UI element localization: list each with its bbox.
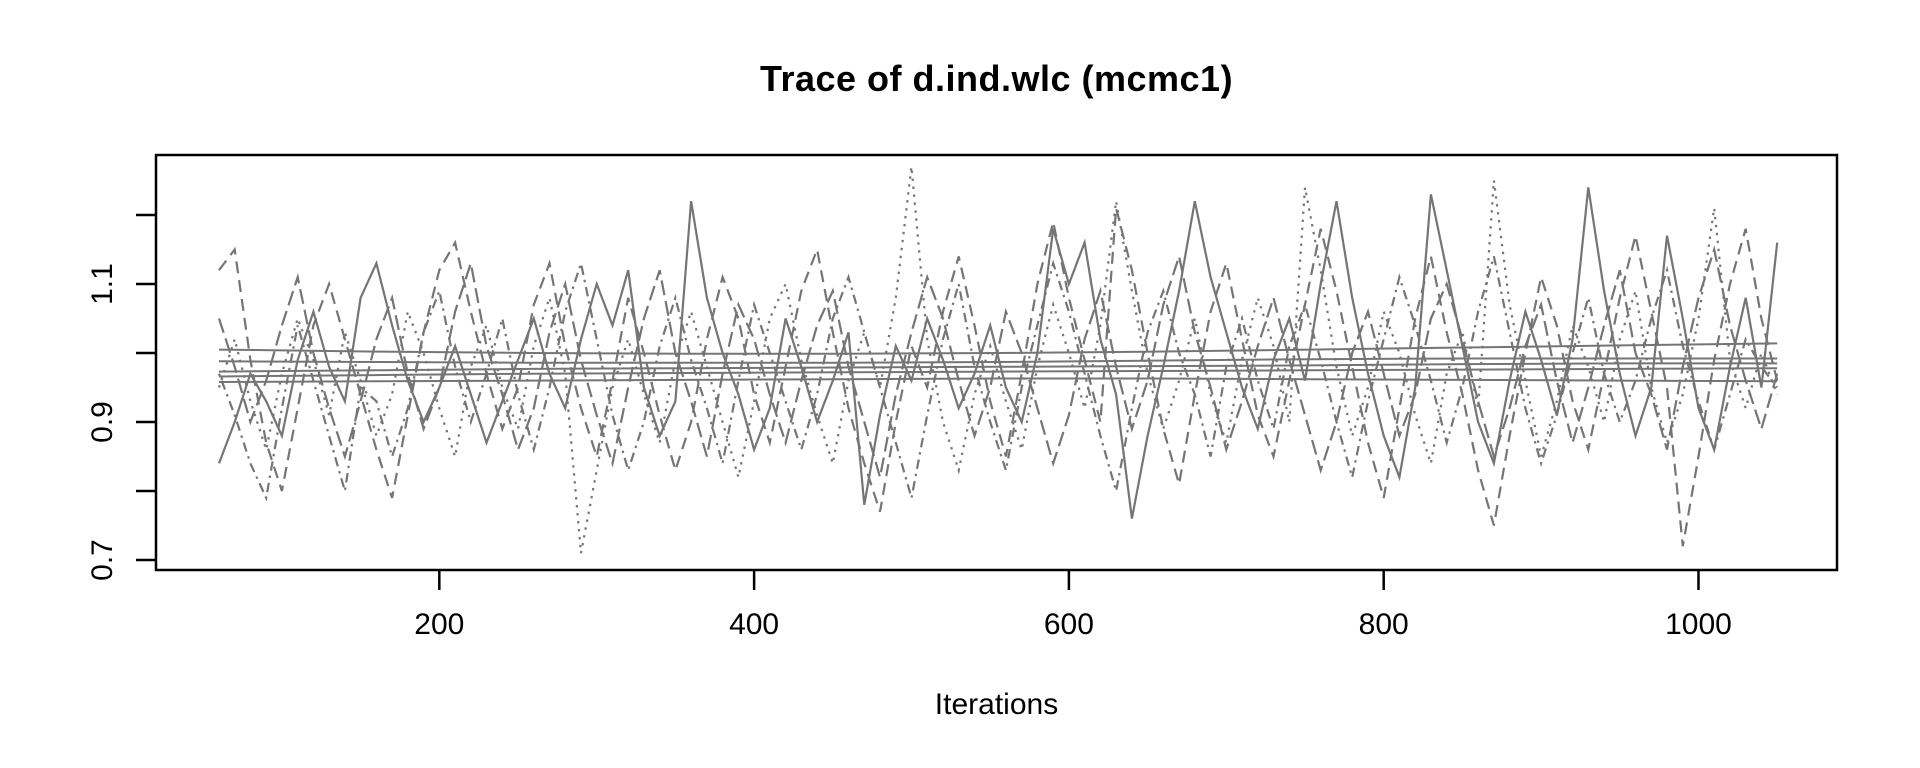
x-tick-label: 200: [414, 608, 464, 641]
smooth-line-smooth4: [218, 367, 1778, 378]
y-tick-label: 0.7: [86, 539, 119, 581]
trace-line-chain5: [217, 245, 1779, 478]
x-tick-label: 600: [1044, 608, 1094, 641]
smooth-line-smooth1: [218, 342, 1778, 355]
trace-line-chain2: [218, 207, 1779, 547]
x-axis-label: Iterations: [934, 688, 1059, 721]
smooth-line-smooth2: [218, 357, 1778, 364]
x-tick-label: 800: [1359, 608, 1409, 641]
x-tick-label: 1000: [1665, 608, 1732, 641]
y-tick-label: 0.9: [86, 401, 119, 443]
x-tick-label: 400: [729, 608, 779, 641]
smooth-line-smooth3: [218, 362, 1778, 373]
y-tick-label: 1.1: [86, 263, 119, 305]
smooth-line-smooth5: [218, 377, 1778, 383]
plot-box: [154, 153, 1839, 572]
chart-title: Trace of d.ind.wlc (mcmc1): [759, 58, 1234, 99]
